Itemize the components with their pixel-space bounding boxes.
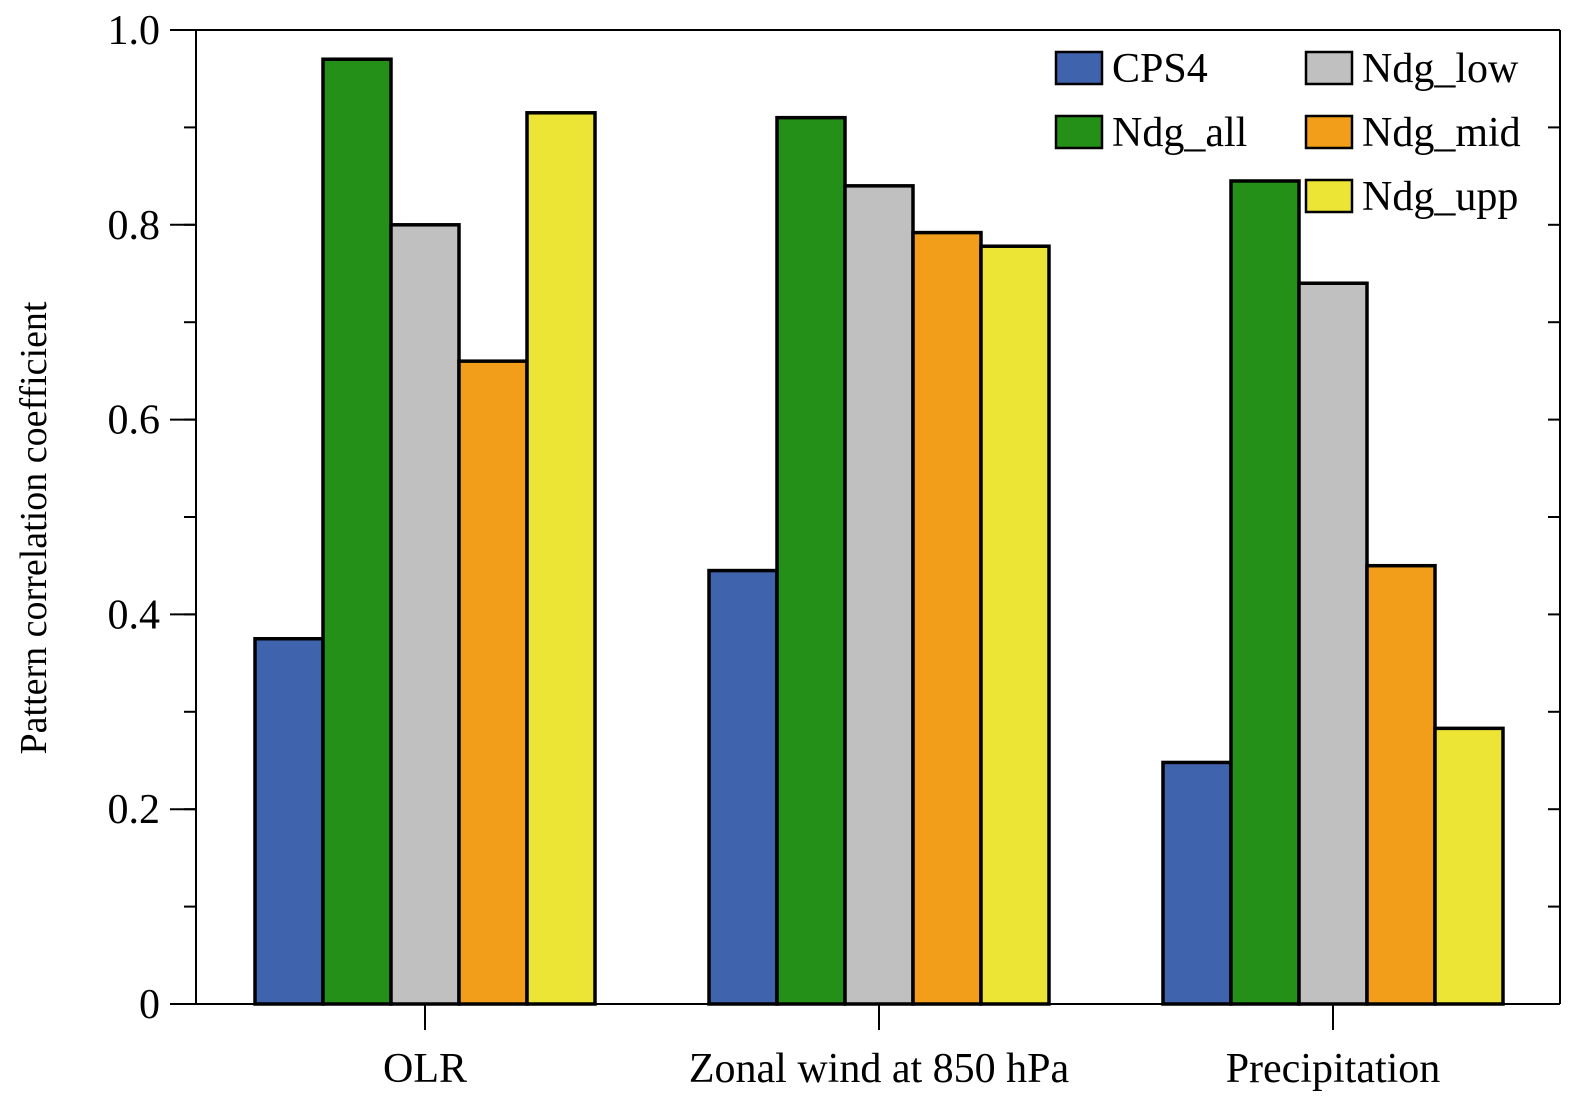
bar-ndg-mid-2 [911, 230, 983, 1006]
x-axis-categories: OLR Zonal wind at 850 hPa Precipitation [383, 1004, 1440, 1092]
bar-ndg-all-2 [775, 115, 847, 1006]
legend-label: CPS4 [1112, 46, 1208, 92]
bar-ndg-upp-1 [525, 111, 597, 1006]
bar-cps4-1 [253, 637, 325, 1006]
y-tick-label: 1.0 [108, 8, 161, 54]
y-tick-label: 0.4 [108, 592, 161, 638]
x-category-label: Zonal wind at 850 hPa [689, 1046, 1070, 1092]
bar-ndg-mid-1 [457, 359, 529, 1006]
bar-ndg-low-1 [389, 223, 461, 1006]
bar-ndg-upp-2 [979, 244, 1051, 1006]
bar-ndg-all-1 [321, 57, 393, 1006]
bars-layer [253, 57, 1505, 1006]
y-tick-label: 0.6 [108, 398, 161, 444]
legend-label: Ndg_mid [1362, 110, 1521, 156]
y-axis-label: Pattern correlation coefficient [13, 301, 55, 754]
legend-item-ndg-low: Ndg_low [1304, 46, 1519, 92]
y-tick-label: 0.2 [108, 787, 161, 833]
legend: CPS4 Ndg_all Ndg_low Ndg_mid Ndg_upp [1054, 46, 1521, 220]
y-tick-label: 0.8 [108, 203, 161, 249]
legend-swatch [1304, 178, 1354, 214]
legend-swatch [1304, 50, 1354, 86]
bar-ndg-upp-3 [1433, 726, 1505, 1006]
y-tick-label: 0 [139, 982, 160, 1028]
legend-swatch [1054, 114, 1104, 150]
bar-ndg-all-3 [1229, 179, 1301, 1006]
legend-item-cps4: CPS4 [1054, 46, 1208, 92]
bar-ndg-low-3 [1297, 281, 1369, 1006]
legend-label: Ndg_low [1362, 46, 1519, 92]
bar-cps4-3 [1161, 760, 1233, 1006]
bar-cps4-2 [707, 568, 779, 1006]
legend-item-ndg-mid: Ndg_mid [1304, 110, 1521, 156]
x-category-label: OLR [383, 1046, 467, 1092]
bar-ndg-mid-3 [1365, 563, 1437, 1006]
y-axis-ticks: 0 0.2 0.4 0.6 0.8 1.0 [108, 8, 1560, 1028]
legend-swatch [1304, 114, 1354, 150]
legend-label: Ndg_all [1112, 110, 1247, 156]
bar-ndg-low-2 [843, 184, 915, 1006]
legend-swatch [1054, 50, 1104, 86]
legend-item-ndg-all: Ndg_all [1054, 110, 1247, 156]
legend-item-ndg-upp: Ndg_upp [1304, 174, 1518, 220]
legend-label: Ndg_upp [1362, 174, 1518, 220]
x-category-label: Precipitation [1226, 1046, 1441, 1092]
